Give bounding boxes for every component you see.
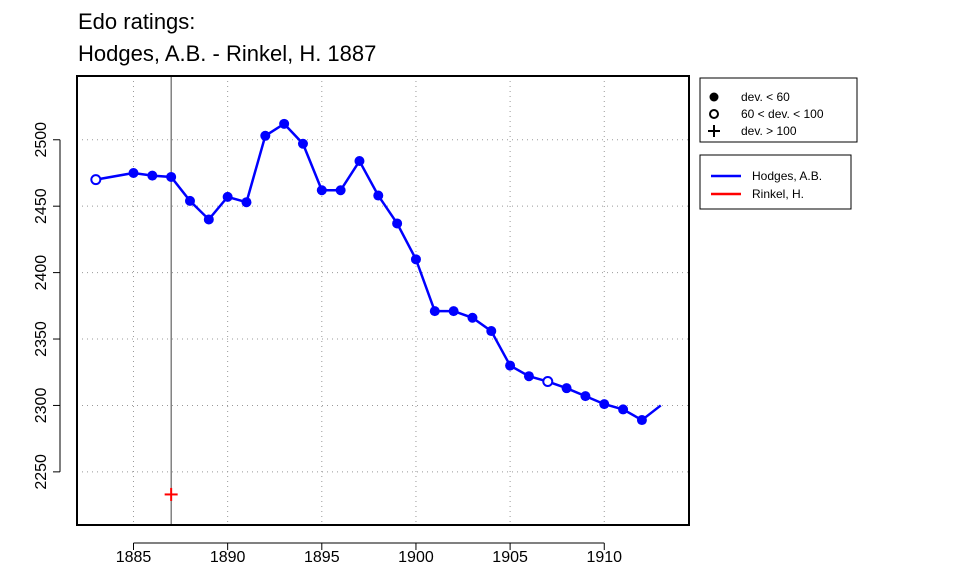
chart-title: Edo ratings: bbox=[78, 9, 195, 34]
data-point-open bbox=[542, 376, 554, 388]
x-tick-label: 1885 bbox=[116, 549, 152, 566]
data-point bbox=[166, 171, 177, 182]
legend-plus-symbol bbox=[708, 125, 720, 137]
marker-legend-box bbox=[699, 77, 858, 143]
data-point bbox=[297, 138, 308, 149]
series-rinkel-h bbox=[164, 487, 178, 501]
x-tick-label: 1890 bbox=[210, 549, 246, 566]
data-point bbox=[128, 167, 139, 178]
data-point bbox=[505, 360, 516, 371]
plot-frame bbox=[76, 75, 690, 526]
y-tick-label: 2500 bbox=[33, 122, 50, 158]
series-legend-label: Hodges, A.B. bbox=[752, 169, 822, 183]
marker-legend: dev. < 60 60 < dev. < 100 dev. > 100 bbox=[699, 77, 858, 143]
data-point bbox=[392, 218, 403, 229]
data-point bbox=[260, 130, 271, 141]
data-point bbox=[636, 415, 647, 426]
data-point-open bbox=[90, 174, 102, 186]
data-point bbox=[222, 191, 233, 202]
marker-legend-label: 60 < dev. < 100 bbox=[741, 107, 824, 121]
data-point bbox=[523, 371, 534, 382]
series-layer bbox=[90, 118, 662, 501]
x-tick-label: 1895 bbox=[304, 549, 340, 566]
data-point bbox=[448, 306, 459, 317]
axes: 1885 1890 1895 1900 1905 1910 2250 2300 2350 2400… bbox=[33, 122, 622, 566]
y-tick-label: 2350 bbox=[33, 321, 50, 357]
data-point bbox=[316, 185, 327, 196]
x-tick-label: 1900 bbox=[398, 549, 434, 566]
series-legend-box bbox=[699, 154, 852, 210]
data-point bbox=[618, 404, 629, 415]
data-point bbox=[354, 156, 365, 167]
data-point bbox=[184, 195, 195, 206]
series-legend: Hodges, A.B. Rinkel, H. bbox=[699, 154, 852, 210]
data-point bbox=[486, 326, 497, 337]
data-point bbox=[373, 190, 384, 201]
data-point bbox=[279, 118, 290, 129]
chart-subtitle: Hodges, A.B. - Rinkel, H. 1887 bbox=[78, 41, 376, 66]
legend-open-circle-symbol bbox=[709, 109, 719, 119]
data-point bbox=[580, 391, 591, 402]
series-hodges-a-b bbox=[90, 118, 662, 426]
data-point bbox=[561, 383, 572, 394]
x-tick-label: 1905 bbox=[492, 549, 528, 566]
data-point bbox=[467, 312, 478, 323]
data-point bbox=[241, 197, 252, 208]
y-tick-label: 2300 bbox=[33, 388, 50, 424]
series-legend-label: Rinkel, H. bbox=[752, 187, 804, 201]
data-point bbox=[599, 399, 610, 410]
data-point bbox=[429, 306, 440, 317]
legend-filled-circle-symbol bbox=[709, 92, 719, 102]
grid-lines bbox=[77, 76, 689, 525]
data-point bbox=[203, 214, 214, 225]
series-line bbox=[95, 122, 662, 422]
data-point bbox=[410, 254, 421, 265]
y-tick-label: 2400 bbox=[33, 255, 50, 291]
marker-legend-label: dev. > 100 bbox=[741, 124, 797, 138]
x-tick-label: 1910 bbox=[586, 549, 622, 566]
data-point-plus bbox=[164, 487, 178, 501]
y-tick-label: 2450 bbox=[33, 188, 50, 224]
data-point bbox=[147, 170, 158, 181]
marker-legend-label: dev. < 60 bbox=[741, 90, 790, 104]
data-point bbox=[335, 185, 346, 196]
y-tick-label: 2250 bbox=[33, 454, 50, 490]
